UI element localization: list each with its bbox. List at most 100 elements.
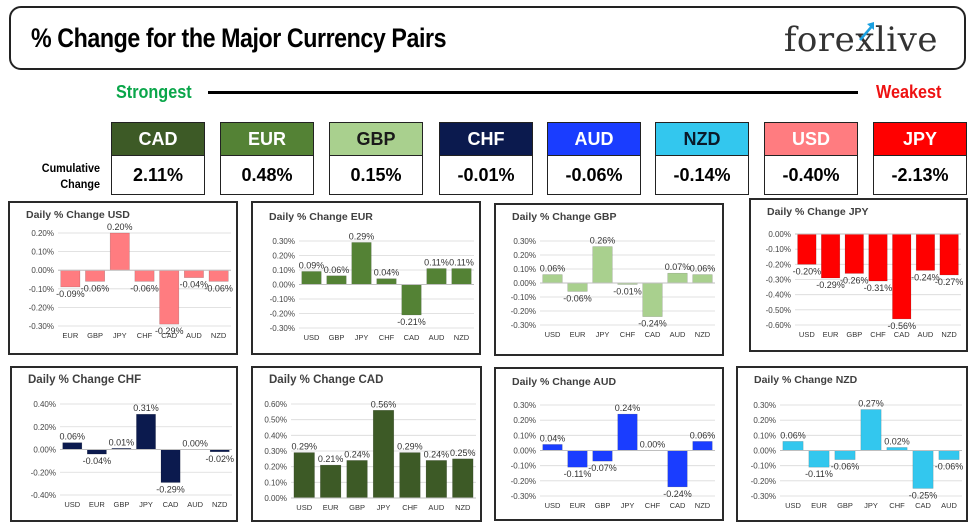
bar-chf	[376, 278, 397, 285]
category-label: GBP	[349, 503, 365, 512]
y-tick-label: -0.30%	[766, 276, 791, 285]
data-label: -0.29%	[816, 280, 845, 290]
bar-gbp	[834, 450, 856, 460]
category-label: CHF	[620, 330, 636, 339]
y-tick-label: -0.20%	[766, 260, 791, 269]
data-label: -0.06%	[204, 283, 233, 293]
data-label: 0.27%	[858, 399, 884, 409]
y-tick-label: 0.20%	[753, 416, 776, 425]
bar-eur	[320, 464, 342, 499]
currency-cumulative-value: -0.14%	[656, 155, 748, 194]
category-label: JPY	[113, 331, 127, 340]
bar-usd	[62, 442, 83, 450]
category-label: JPY	[377, 503, 391, 512]
category-label: EUR	[570, 501, 586, 510]
category-label: CAD	[915, 501, 931, 510]
bar-jpy	[592, 246, 613, 284]
y-tick-label: -0.30%	[29, 322, 54, 331]
data-label: -0.06%	[935, 462, 964, 472]
y-tick-label: 0.30%	[753, 401, 776, 410]
data-label: -0.24%	[663, 489, 692, 499]
category-label: GBP	[87, 331, 103, 340]
bar-gbp	[326, 275, 347, 285]
chart-panel-eur: Daily % Change EUR 0.30% 0.20% 0.10% 0.00% -…	[251, 201, 481, 355]
data-label: 0.06%	[540, 264, 566, 274]
y-tick-label: 0.40%	[33, 400, 56, 409]
chart-panel-cad: Daily % Change CAD 0.60% 0.50% 0.40% 0.30% 0…	[251, 366, 482, 522]
data-label: 0.01%	[109, 437, 135, 447]
bar-eur	[87, 449, 107, 455]
data-label: -0.06%	[81, 283, 110, 293]
currency-cumulative-value: -0.01%	[440, 155, 532, 194]
y-tick-label: -0.10%	[29, 285, 54, 294]
data-label: 0.06%	[690, 264, 716, 274]
data-label: 0.07%	[665, 262, 691, 272]
category-label: AUD	[186, 331, 202, 340]
y-tick-label: 0.10%	[513, 431, 536, 440]
currency-box-gbp: GBP 0.15%	[329, 122, 423, 195]
chart-title: Daily % Change CHF	[28, 374, 142, 386]
chart-usd: 0.20% 0.10% 0.00% -0.10% -0.20% -0.30% -0.09% E…	[29, 222, 233, 340]
bar-jpy	[617, 413, 638, 451]
data-label: -0.06%	[831, 462, 860, 472]
chart-panel-gbp: Daily % Change GBP 0.30% 0.20% 0.10% 0.00% -…	[494, 203, 724, 356]
category-label: JPY	[864, 501, 878, 510]
currency-code: CAD	[112, 123, 204, 155]
category-label: AUD	[428, 503, 444, 512]
bar-nzd	[692, 441, 713, 451]
category-label: GBP	[595, 501, 611, 510]
bar-eur	[567, 282, 588, 292]
bar-chf	[399, 452, 421, 499]
chart-panel-aud: Daily % Change AUD 0.30% 0.20% 0.10% 0.00% -…	[494, 367, 724, 521]
category-label: AUD	[941, 501, 957, 510]
category-label: EUR	[89, 500, 105, 509]
category-label: JPY	[596, 330, 610, 339]
category-label: USD	[64, 500, 80, 509]
chart-cad: 0.60% 0.50% 0.40% 0.30% 0.20% 0.10% 0.00% 0.29%…	[264, 399, 476, 512]
y-tick-label: -0.20%	[511, 477, 536, 486]
data-label: -0.29%	[156, 484, 185, 494]
category-label: CHF	[402, 503, 418, 512]
data-label: 0.29%	[291, 442, 317, 452]
category-label: EUR	[811, 501, 827, 510]
category-label: CAD	[404, 333, 420, 342]
y-tick-label: 0.10%	[513, 265, 536, 274]
y-tick-label: -0.30%	[270, 324, 295, 333]
y-tick-label: -0.10%	[766, 245, 791, 254]
y-tick-label: 0.20%	[33, 423, 56, 432]
category-label: CHF	[379, 333, 395, 342]
chart-aud: 0.30% 0.20% 0.10% 0.00% -0.10% -0.20% -0.30% 0.…	[511, 401, 716, 510]
bar-chf	[868, 233, 888, 282]
data-label: 0.04%	[540, 433, 566, 443]
category-label: USD	[799, 330, 815, 339]
y-tick-label: 0.10%	[264, 478, 287, 487]
bar-cad	[159, 269, 180, 325]
y-tick-label: -0.10%	[751, 462, 776, 471]
y-tick-label: -0.20%	[31, 468, 56, 477]
currency-cumulative-value: 2.11%	[112, 155, 204, 194]
forexlive-logo: forexlive	[783, 20, 938, 60]
category-label: NZD	[455, 503, 471, 512]
data-label: -0.07%	[588, 463, 617, 473]
bar-cad	[892, 233, 912, 320]
bar-gbp	[844, 233, 864, 274]
category-label: CAD	[161, 331, 177, 340]
category-label: AUD	[187, 500, 203, 509]
chart-panel-jpy: Daily % Change JPY 0.00% -0.10% -0.20% -0.3…	[749, 198, 968, 352]
header-box: % Change for the Major Currency Pairs fo…	[9, 6, 966, 70]
data-label: 0.02%	[884, 436, 910, 446]
y-tick-label: 0.10%	[272, 266, 295, 275]
y-tick-label: 0.00%	[513, 279, 536, 288]
data-label: 0.24%	[344, 449, 370, 459]
y-tick-label: -0.20%	[511, 307, 536, 316]
y-tick-label: -0.50%	[766, 306, 791, 315]
y-tick-label: 0.40%	[264, 431, 287, 440]
currency-cumulative-value: -0.40%	[765, 155, 857, 194]
category-label: CHF	[137, 331, 153, 340]
bar-jpy	[136, 413, 156, 450]
bar-eur	[567, 450, 588, 468]
y-tick-label: 0.30%	[513, 237, 536, 246]
bar-aud	[938, 450, 960, 460]
bar-aud	[184, 269, 204, 278]
data-label: 0.06%	[60, 432, 86, 442]
